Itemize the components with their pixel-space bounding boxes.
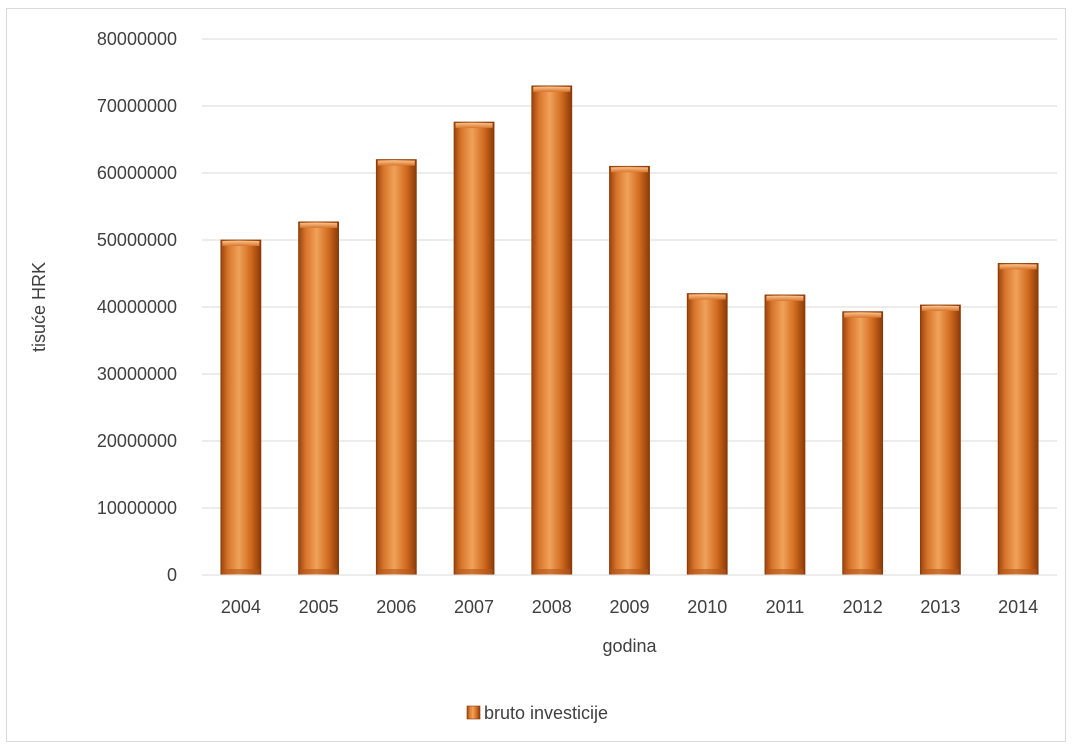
y-tick-label: 30000000 [97, 364, 177, 384]
bars [220, 85, 1039, 576]
x-tick-label: 2009 [609, 597, 649, 617]
bar-cap [999, 264, 1037, 270]
bar [842, 311, 884, 576]
bar [298, 221, 339, 576]
y-axis-ticks: 0 10000000 20000000 30000000 40000000 5000000… [97, 29, 177, 585]
y-tick-label: 50000000 [97, 230, 177, 250]
x-tick-label: 2007 [454, 597, 494, 617]
y-tick-label: 70000000 [97, 96, 177, 116]
x-tick-label: 2008 [532, 597, 572, 617]
x-tick-label: 2005 [299, 597, 339, 617]
bar [764, 294, 806, 576]
x-tick-label: 2012 [843, 597, 883, 617]
x-tick-label: 2004 [221, 597, 261, 617]
bar-body [842, 311, 884, 576]
x-axis-title: godina [602, 636, 657, 656]
legend-label: bruto investicije [484, 703, 608, 723]
bar [453, 121, 495, 576]
x-tick-label: 2014 [998, 597, 1038, 617]
bar-cap [533, 86, 571, 92]
y-tick-label: 20000000 [97, 431, 177, 451]
y-tick-label: 40000000 [97, 297, 177, 317]
bar-cap [222, 241, 260, 246]
bar-body [220, 239, 262, 576]
bar-body [531, 85, 573, 576]
bar [997, 263, 1039, 576]
y-tick-label: 60000000 [97, 163, 177, 183]
legend-swatch [466, 705, 481, 720]
bar-body [997, 263, 1039, 576]
legend: bruto investicije [466, 703, 608, 723]
bar-base [455, 569, 493, 574]
bar-body [686, 293, 728, 576]
y-axis-title: tisuće HRK [29, 262, 49, 352]
y-tick-label: 80000000 [97, 29, 177, 49]
x-tick-label: 2013 [920, 597, 960, 617]
bar-body [920, 304, 961, 576]
bar-chart: 0 10000000 20000000 30000000 40000000 5000000… [29, 29, 1057, 723]
bar [920, 304, 961, 576]
bar-body [298, 221, 339, 576]
bar [609, 165, 650, 576]
bar-body [375, 159, 417, 576]
x-tick-label: 2011 [766, 597, 805, 617]
bar-base [766, 569, 804, 574]
bar [531, 85, 573, 576]
bar [375, 159, 417, 576]
bar-base [377, 569, 415, 574]
bar-cap [611, 167, 648, 173]
bar-cap [377, 160, 415, 166]
bar-body [453, 121, 495, 576]
bar-cap [300, 222, 338, 228]
bar-base [688, 569, 726, 574]
bar-cap [455, 123, 493, 129]
bar [686, 293, 728, 576]
bar-base [844, 569, 882, 574]
bar-base [300, 569, 338, 574]
x-axis-ticks: 2004 2005 2006 2007 2008 2009 2010 2011 2012 2013… [221, 597, 1038, 617]
bar-base [921, 569, 959, 574]
bar [220, 239, 262, 576]
x-tick-label: 2010 [687, 597, 727, 617]
bar-base [999, 569, 1037, 574]
bar-cap [844, 312, 882, 318]
y-tick-label: 0 [167, 565, 177, 585]
bar-body [764, 294, 806, 576]
x-tick-label: 2006 [376, 597, 416, 617]
bar-body [609, 165, 650, 576]
bar-cap [688, 294, 726, 300]
bar-base [222, 569, 260, 574]
chart-frame: 0 10000000 20000000 30000000 40000000 5000000… [6, 8, 1066, 742]
bar-base [533, 569, 571, 574]
bar-cap [766, 295, 804, 301]
bar-cap [921, 305, 959, 311]
y-tick-label: 10000000 [97, 498, 177, 518]
bar-base [611, 569, 648, 574]
